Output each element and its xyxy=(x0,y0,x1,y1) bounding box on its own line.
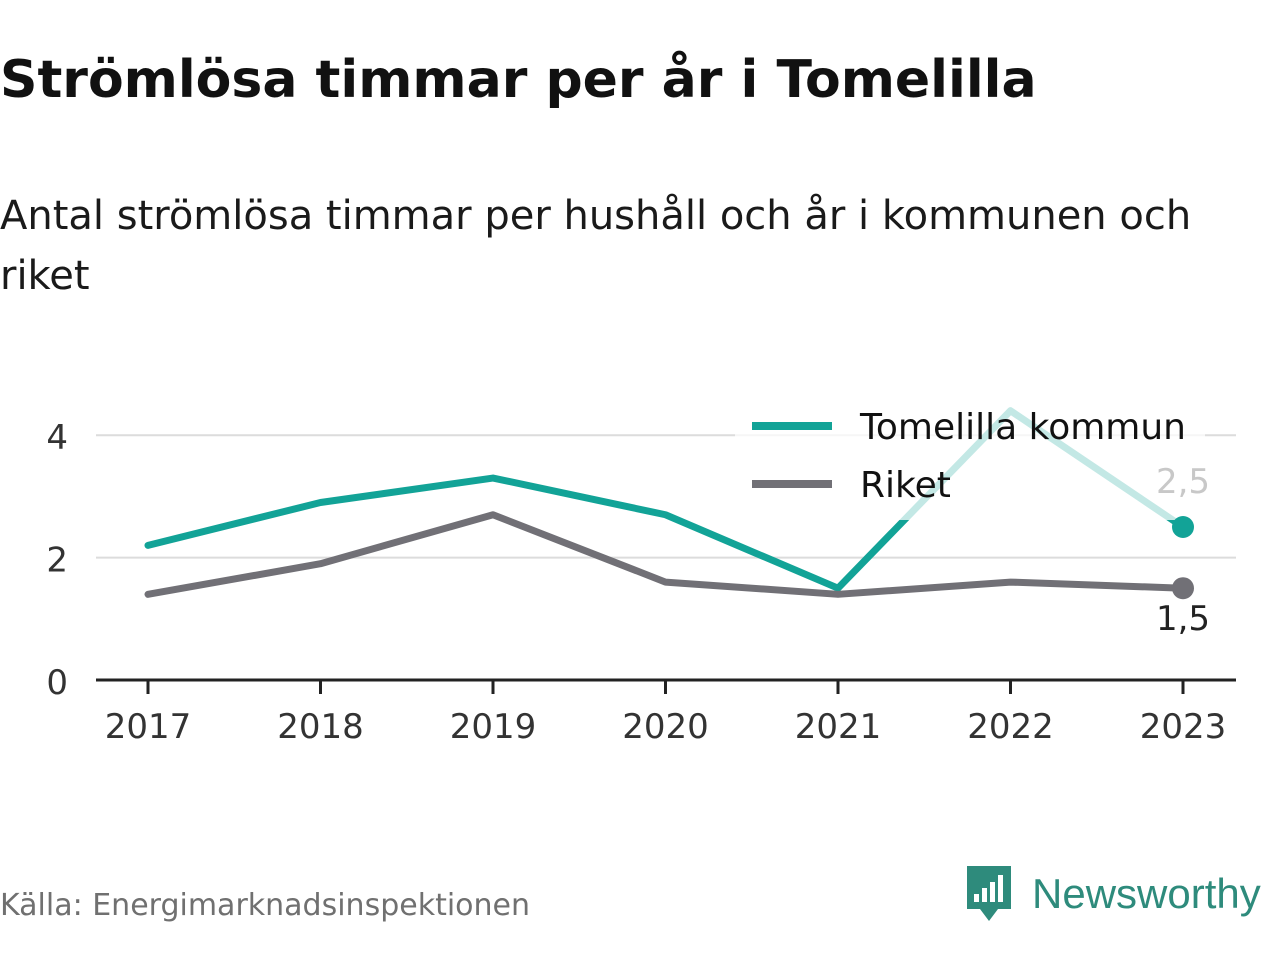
series-end-label-0: 2,5 xyxy=(1156,462,1210,502)
x-tick-label: 2021 xyxy=(795,707,882,747)
x-tick-label: 2022 xyxy=(967,707,1054,747)
chart-title: Strömlösa timmar per år i Tomelilla xyxy=(0,50,1037,110)
legend-background xyxy=(735,392,1205,520)
x-tick-label: 2020 xyxy=(622,707,709,747)
chart-subtitle: Antal strömlösa timmar per hushåll och å… xyxy=(0,193,1192,299)
series-end-marker-1 xyxy=(1172,577,1194,600)
legend-label-0: Tomelilla kommun xyxy=(859,407,1186,448)
y-axis-ticks: 0 2 4 xyxy=(46,418,68,703)
source-note: Källa: Energimarknadsinspektionen xyxy=(0,888,531,923)
x-tick-label: 2017 xyxy=(105,707,192,747)
x-tick-label: 2023 xyxy=(1140,707,1227,747)
x-axis-ticks: 2017 2018 2019 2020 2021 2022 2023 xyxy=(105,680,1227,747)
y-tick-label: 4 xyxy=(46,418,68,458)
x-tick-label: 2018 xyxy=(277,707,364,747)
brand-logo: Newsworthy xyxy=(964,862,1261,926)
series-end-label-1: 1,5 xyxy=(1156,599,1210,639)
series-end-marker-0 xyxy=(1172,516,1194,538)
end-labels: 2,5 1,5 xyxy=(1156,462,1210,639)
y-tick-label: 0 xyxy=(46,663,68,703)
y-tick-label: 2 xyxy=(46,541,68,581)
legend-label-1: Riket xyxy=(860,465,951,506)
brand-name: Newsworthy xyxy=(1032,870,1261,917)
series-line-1 xyxy=(144,511,1187,598)
x-tick-label: 2019 xyxy=(450,707,537,747)
newsworthy-logo-icon xyxy=(967,866,1011,921)
legend: Tomelilla kommun Riket xyxy=(735,392,1205,520)
